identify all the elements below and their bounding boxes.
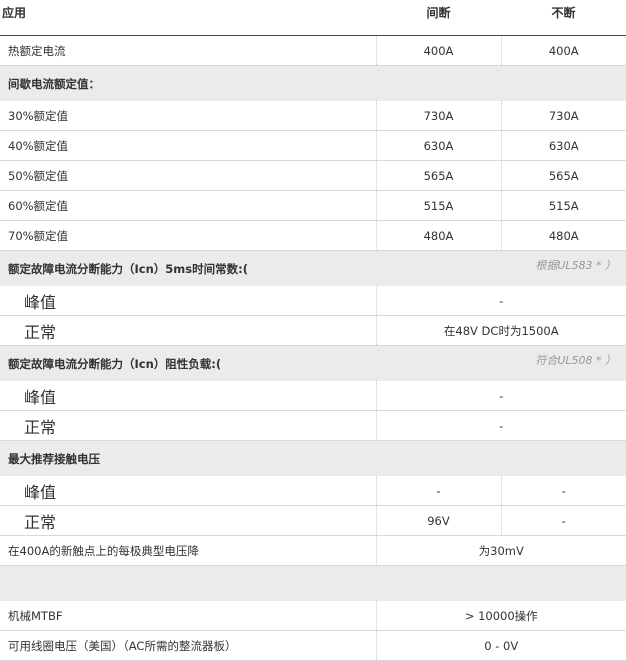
section-row bbox=[0, 565, 626, 601]
intermittent-value: 630A bbox=[375, 130, 501, 161]
section-label: 最大推荐接触电压 bbox=[0, 440, 376, 476]
table-row: 40%额定值 630A 630A bbox=[0, 130, 626, 161]
table-row: 正常 在48V DC时为1500A bbox=[0, 315, 626, 346]
row-label: 40%额定值 bbox=[0, 130, 376, 161]
row-label: 机械MTBF bbox=[0, 601, 376, 631]
row-label: 正常 bbox=[0, 410, 376, 441]
intermittent-value: 480A bbox=[375, 220, 501, 251]
section-note bbox=[376, 565, 626, 601]
merged-value: - bbox=[375, 286, 626, 316]
merged-value: - bbox=[375, 381, 626, 411]
table-row: 峰值 - - bbox=[0, 476, 626, 506]
section-label bbox=[0, 565, 376, 601]
section-label: 额定故障电流分断能力（Icn）阻性负载:( bbox=[0, 345, 376, 381]
section-row: 额定故障电流分断能力（Icn）5ms时间常数:(根据UL583 * ） bbox=[0, 250, 626, 286]
intermittent-value: - bbox=[375, 476, 501, 506]
table-row: 正常 - bbox=[0, 410, 626, 441]
merged-value: - bbox=[375, 410, 626, 441]
intermittent-value: 565A bbox=[375, 160, 501, 191]
continuous-value: - bbox=[500, 476, 626, 506]
intermittent-value: 400A bbox=[375, 35, 501, 66]
continuous-value: - bbox=[500, 505, 626, 536]
table-row: 热额定电流 400A 400A bbox=[0, 35, 626, 66]
intermittent-value: 515A bbox=[375, 190, 501, 221]
row-label: 峰值 bbox=[0, 286, 376, 316]
table-row: 60%额定值 515A 515A bbox=[0, 190, 626, 221]
section-row: 额定故障电流分断能力（Icn）阻性负载:(符合UL508 * ） bbox=[0, 345, 626, 381]
intermittent-value: 96V bbox=[375, 505, 501, 536]
header-continuous: 不断 bbox=[501, 0, 626, 36]
table-header: 应用 间断 不断 bbox=[0, 0, 626, 36]
section-row: 最大推荐接触电压 bbox=[0, 440, 626, 476]
row-label: 正常 bbox=[0, 315, 376, 346]
section-label: 额定故障电流分断能力（Icn）5ms时间常数:( bbox=[0, 250, 376, 286]
section-note: 根据UL583 * ） bbox=[376, 250, 626, 286]
table-row: 峰值 - bbox=[0, 286, 626, 316]
row-label: 60%额定值 bbox=[0, 190, 376, 221]
merged-value: 0 - 0V bbox=[375, 630, 626, 661]
table-row: 峰值 - bbox=[0, 381, 626, 411]
section-note: 符合UL508 * ） bbox=[376, 345, 626, 381]
row-label: 峰值 bbox=[0, 381, 376, 411]
table-row: 在400A的新触点上的每极典型电压降 为30mV bbox=[0, 535, 626, 566]
continuous-value: 630A bbox=[500, 130, 626, 161]
section-note bbox=[376, 65, 626, 101]
continuous-value: 565A bbox=[500, 160, 626, 191]
row-label: 在400A的新触点上的每极典型电压降 bbox=[0, 535, 376, 566]
header-application: 应用 bbox=[0, 0, 376, 36]
row-label: 热额定电流 bbox=[0, 35, 376, 66]
table-row: 70%额定值 480A 480A bbox=[0, 220, 626, 251]
table-row: 正常 96V - bbox=[0, 505, 626, 536]
merged-value: > 10000操作 bbox=[375, 601, 626, 631]
continuous-value: 400A bbox=[500, 35, 626, 66]
row-label: 峰值 bbox=[0, 476, 376, 506]
continuous-value: 515A bbox=[500, 190, 626, 221]
continuous-value: 730A bbox=[500, 101, 626, 131]
table-row: 30%额定值 730A 730A bbox=[0, 101, 626, 131]
section-label: 间歇电流额定值： bbox=[0, 65, 376, 101]
intermittent-value: 730A bbox=[375, 101, 501, 131]
row-label: 30%额定值 bbox=[0, 101, 376, 131]
table-row: 机械MTBF > 10000操作 bbox=[0, 601, 626, 631]
table-row: 50%额定值 565A 565A bbox=[0, 160, 626, 191]
row-label: 可用线圈电压（美国）（AC所需的整流器板） bbox=[0, 630, 376, 661]
header-intermittent: 间断 bbox=[376, 0, 501, 36]
section-note bbox=[376, 440, 626, 476]
merged-value: 为30mV bbox=[375, 535, 626, 566]
merged-value: 在48V DC时为1500A bbox=[375, 315, 626, 346]
table-row: 可用线圈电压（美国）（AC所需的整流器板） 0 - 0V bbox=[0, 630, 626, 661]
row-label: 70%额定值 bbox=[0, 220, 376, 251]
row-label: 正常 bbox=[0, 505, 376, 536]
table-body: 热额定电流 400A 400A 间歇电流额定值： 30%额定值 730A 730A 40%额定… bbox=[0, 35, 626, 661]
section-row: 间歇电流额定值： bbox=[0, 65, 626, 101]
row-label: 50%额定值 bbox=[0, 160, 376, 191]
continuous-value: 480A bbox=[500, 220, 626, 251]
